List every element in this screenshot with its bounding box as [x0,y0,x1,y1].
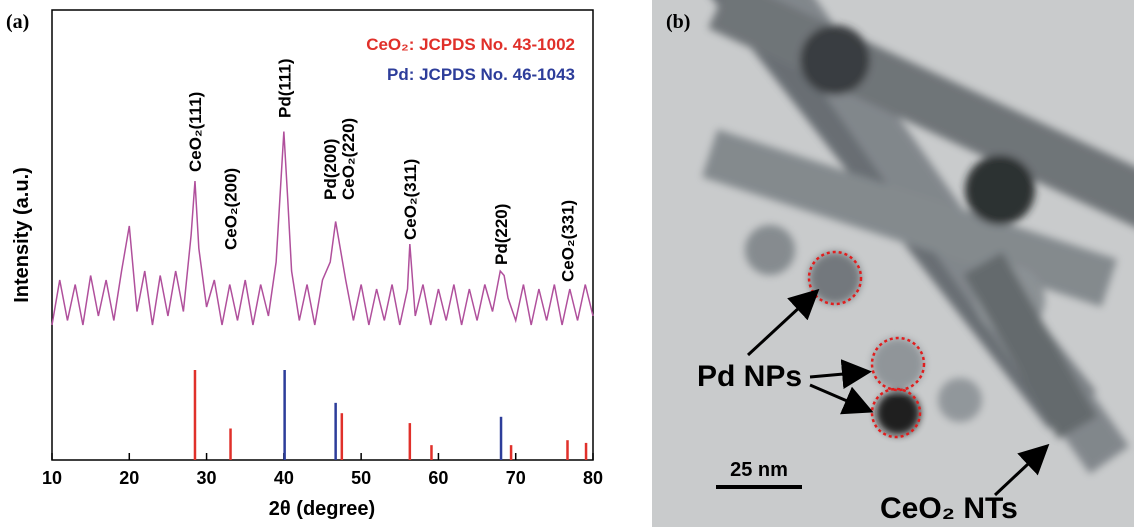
panel-label: (a) [6,11,29,33]
x-tick-label: 10 [42,468,62,488]
peak-label: CeO₂(200) [222,168,241,250]
peak-label: CeO₂(111) [186,92,205,172]
peak-label: Pd(220) [492,204,511,265]
x-tick-label: 50 [351,468,371,488]
x-tick-label: 30 [197,468,217,488]
scale-label: 25 nm [730,459,788,481]
plot-frame [51,9,594,461]
legend-entry: Pd: JCPDS No. 46-1043 [387,65,575,84]
nt-label: CeO₂ NTs [880,492,1018,525]
panel-label: (b) [666,11,690,33]
x-axis-label: 2θ (degree) [269,498,375,520]
y-axis-label: Intensity (a.u.) [11,167,33,303]
plot-area: 10 20 30 40 50 60 70 80 CeO₂: JCPDS No. 43-1002 P… [42,35,603,488]
peak-label: CeO₂(311) [401,159,420,240]
x-tick-label: 70 [506,468,526,488]
tem-image [652,0,1134,527]
peak-label: CeO₂(331) [558,200,577,282]
xrd-pattern [51,131,594,326]
legend-entry: CeO₂: JCPDS No. 43-1002 [366,35,575,54]
x-tick-label: 80 [583,468,603,488]
x-tick-label: 40 [274,468,294,488]
peak-label: CeO₂(220) [339,118,358,200]
peak-label: Pd(200) [321,139,340,200]
np-label: Pd NPs [697,360,802,393]
x-tick-label: 20 [119,468,139,488]
x-tick-label: 60 [428,468,448,488]
peak-label: Pd(111) [276,58,295,118]
